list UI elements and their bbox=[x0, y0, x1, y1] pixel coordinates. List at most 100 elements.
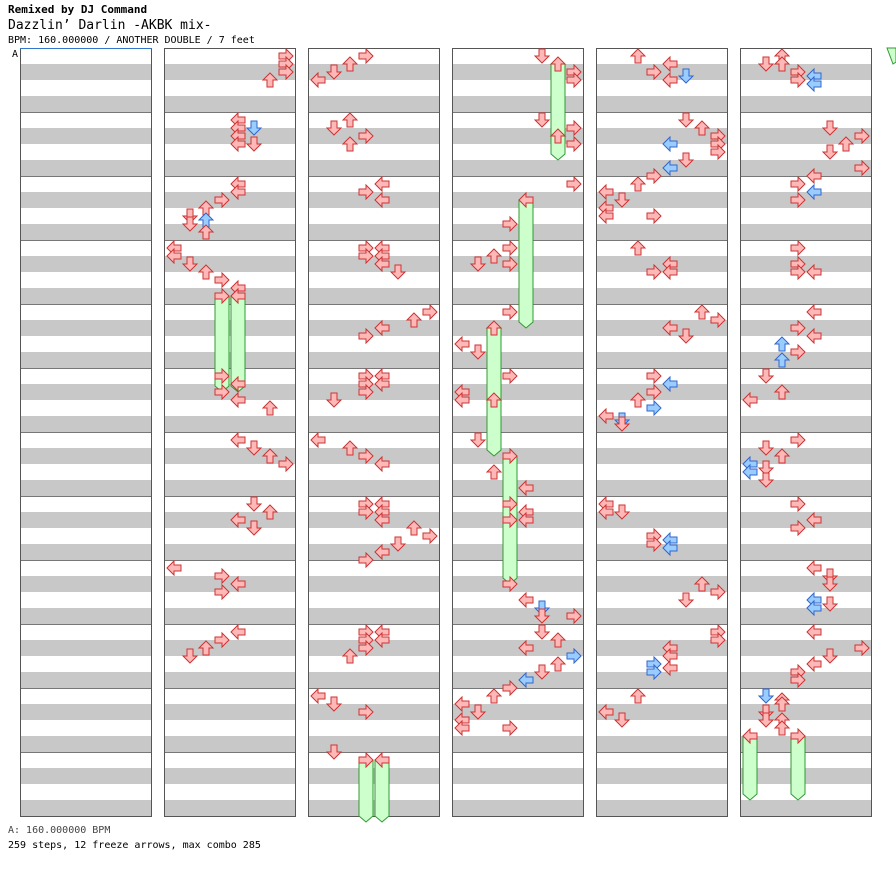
beat-stripe bbox=[20, 64, 152, 80]
bpm-difficulty-line: BPM: 160.000000 / ANOTHER DOUBLE / 7 fee… bbox=[8, 35, 255, 46]
step-arrow bbox=[790, 671, 806, 689]
step-arrow bbox=[773, 384, 791, 400]
beat-stripe bbox=[308, 480, 440, 496]
freeze-arrow bbox=[550, 63, 566, 161]
step-arrow bbox=[358, 447, 374, 465]
beat-stripe bbox=[308, 96, 440, 112]
step-arrow bbox=[389, 536, 407, 552]
beat-stripe bbox=[452, 320, 584, 336]
beat-stripe bbox=[164, 608, 296, 624]
step-arrow-blue bbox=[662, 375, 678, 393]
beat-stripe bbox=[452, 800, 584, 816]
beat-stripe bbox=[740, 672, 872, 688]
step-arrow bbox=[454, 719, 470, 737]
beat-stripe bbox=[308, 544, 440, 560]
beat-stripe bbox=[20, 96, 152, 112]
step-arrow bbox=[374, 191, 390, 209]
step-arrow bbox=[341, 56, 359, 72]
beat-stripe bbox=[164, 96, 296, 112]
step-arrow bbox=[790, 519, 806, 537]
step-arrow bbox=[374, 319, 390, 337]
beat-stripe bbox=[452, 384, 584, 400]
step-arrow bbox=[485, 320, 503, 336]
beat-stripe bbox=[308, 800, 440, 816]
step-arrow bbox=[693, 576, 711, 592]
step-arrow bbox=[261, 448, 279, 464]
step-arrow bbox=[549, 128, 567, 144]
beat-stripe bbox=[596, 576, 728, 592]
beat-stripe bbox=[596, 672, 728, 688]
chart-stats: 259 steps, 12 freeze arrows, max combo 2… bbox=[8, 840, 261, 851]
step-arrow bbox=[806, 167, 822, 185]
beat-stripe bbox=[308, 320, 440, 336]
step-arrow bbox=[677, 152, 695, 168]
beat-stripe bbox=[452, 608, 584, 624]
beat-stripe bbox=[452, 768, 584, 784]
step-arrow bbox=[230, 623, 246, 641]
beat-stripe bbox=[452, 160, 584, 176]
step-arrow bbox=[325, 744, 343, 760]
step-arrow bbox=[646, 263, 662, 281]
beat-stripe bbox=[452, 576, 584, 592]
step-arrow bbox=[710, 143, 726, 161]
step-arrow bbox=[662, 71, 678, 89]
step-arrow bbox=[662, 319, 678, 337]
beat-stripe bbox=[596, 800, 728, 816]
step-arrow bbox=[454, 391, 470, 409]
step-arrow bbox=[374, 175, 390, 193]
step-arrow bbox=[358, 503, 374, 521]
step-arrow bbox=[261, 400, 279, 416]
beat-stripe bbox=[20, 736, 152, 752]
beat-stripe bbox=[740, 448, 872, 464]
beat-stripe bbox=[740, 608, 872, 624]
step-arrow bbox=[502, 239, 518, 257]
step-arrow bbox=[790, 263, 806, 281]
step-arrow bbox=[757, 368, 775, 384]
step-arrow bbox=[790, 431, 806, 449]
step-arrow bbox=[166, 559, 182, 577]
step-arrow bbox=[422, 303, 438, 321]
beat-stripe bbox=[596, 64, 728, 80]
beat-stripe bbox=[308, 224, 440, 240]
step-arrow-blue bbox=[245, 120, 263, 136]
step-arrow bbox=[485, 248, 503, 264]
step-arrow bbox=[629, 48, 647, 64]
step-arrow bbox=[790, 343, 806, 361]
beat-stripe bbox=[164, 448, 296, 464]
step-arrow bbox=[261, 504, 279, 520]
beat-stripe bbox=[740, 768, 872, 784]
beat-stripe bbox=[164, 384, 296, 400]
step-arrow bbox=[757, 712, 775, 728]
step-arrow bbox=[693, 120, 711, 136]
beat-stripe bbox=[452, 672, 584, 688]
beat-stripe bbox=[740, 800, 872, 816]
step-arrow bbox=[245, 136, 263, 152]
step-arrow bbox=[533, 112, 551, 128]
step-arrow bbox=[677, 112, 695, 128]
beat-stripe bbox=[596, 160, 728, 176]
step-arrow bbox=[341, 112, 359, 128]
step-arrow bbox=[821, 576, 839, 592]
step-arrow bbox=[197, 264, 215, 280]
step-arrow bbox=[613, 712, 631, 728]
step-arrow bbox=[806, 263, 822, 281]
beat-stripe bbox=[20, 416, 152, 432]
step-arrow bbox=[310, 71, 326, 89]
beat-stripe bbox=[164, 416, 296, 432]
beat-stripe bbox=[596, 320, 728, 336]
beat-stripe bbox=[308, 160, 440, 176]
beat-stripe bbox=[452, 704, 584, 720]
beat-stripe bbox=[308, 64, 440, 80]
step-arrow bbox=[214, 367, 230, 385]
step-arrow bbox=[502, 719, 518, 737]
step-arrow bbox=[518, 639, 534, 657]
beat-stripe bbox=[164, 704, 296, 720]
step-arrow bbox=[358, 183, 374, 201]
step-arrow bbox=[502, 303, 518, 321]
step-arrow bbox=[598, 183, 614, 201]
step-arrow bbox=[502, 511, 518, 529]
step-arrow bbox=[502, 679, 518, 697]
step-arrow bbox=[214, 567, 230, 585]
beat-stripe bbox=[452, 480, 584, 496]
step-arrow bbox=[181, 216, 199, 232]
